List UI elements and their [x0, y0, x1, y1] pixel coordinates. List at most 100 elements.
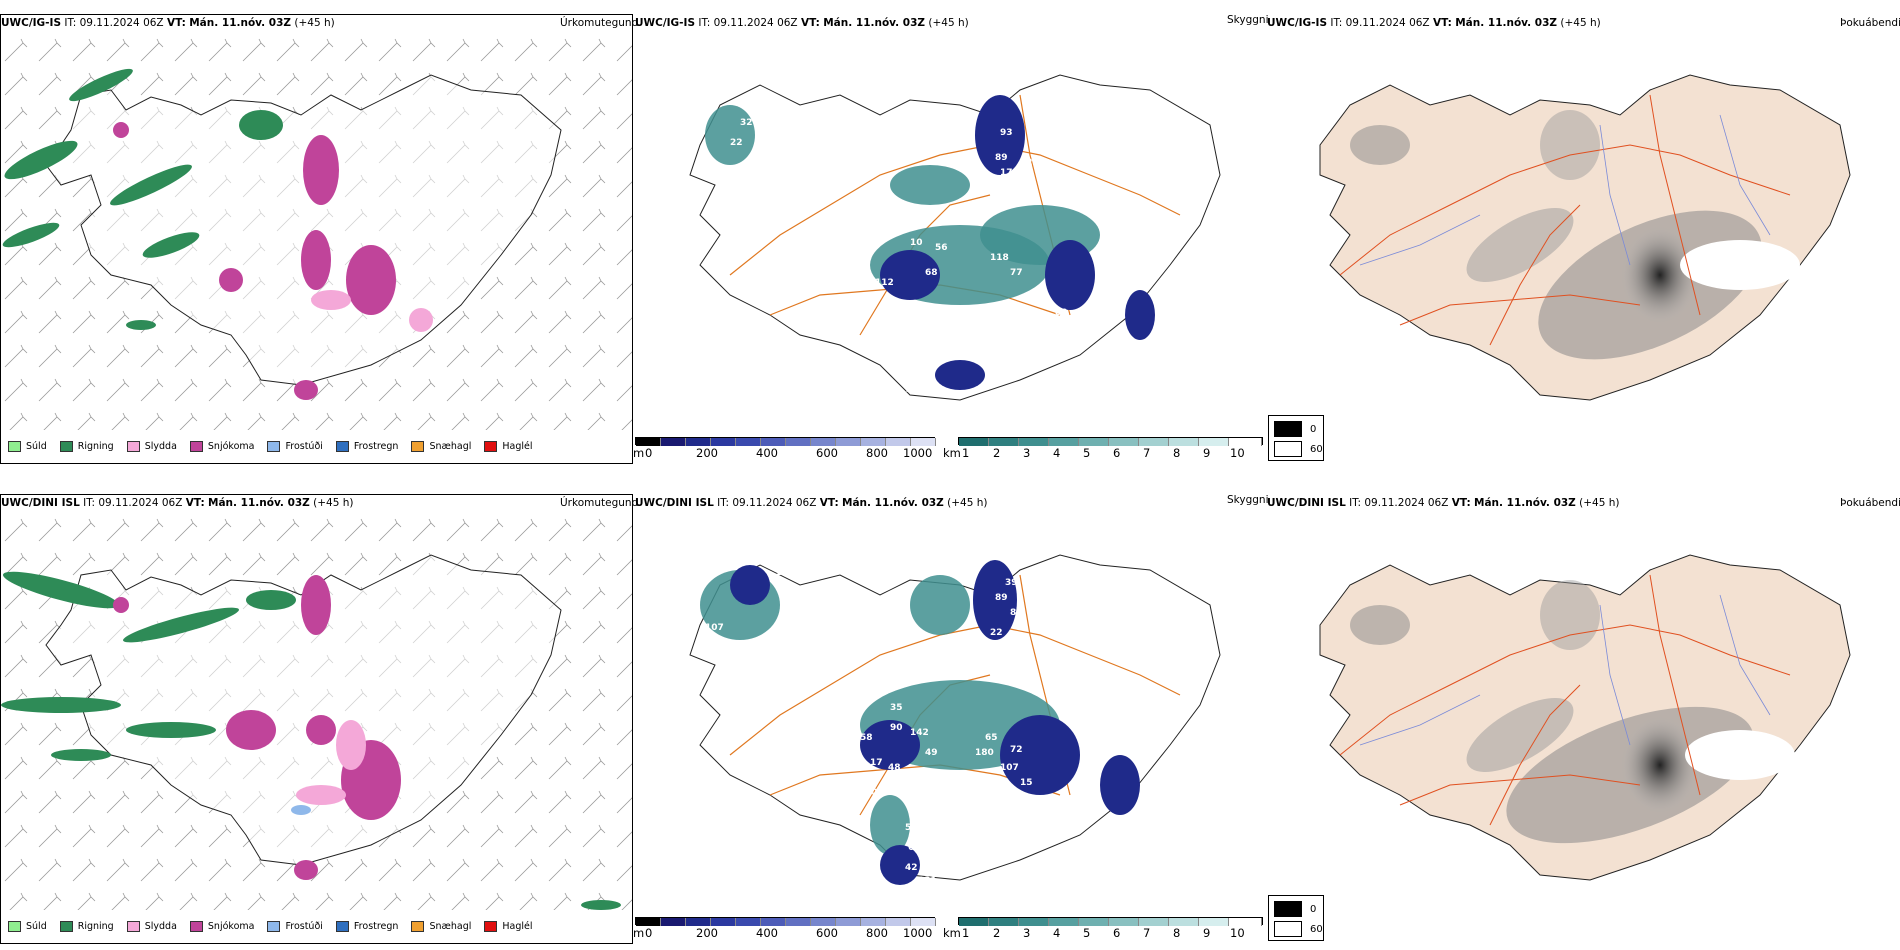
fog-legend-swatch [1274, 421, 1302, 437]
colorbar-cell [1229, 438, 1262, 446]
colorbar-cell [811, 438, 836, 446]
vis-label: 93 [1000, 128, 1013, 138]
colorbar-cell [786, 918, 811, 926]
vis-label: 42 [905, 863, 918, 873]
fog-panel-name: Þokuábendi [1840, 497, 1900, 509]
vis-label: 112 [875, 278, 894, 288]
fog-map [1319, 74, 1851, 401]
vis-label: 22 [730, 138, 743, 148]
colorbar-km-tick: 5 [1083, 926, 1091, 940]
colorbar-km-tick: 9 [1203, 926, 1211, 940]
vis-label: 205 [905, 793, 924, 803]
colorbar-cell [1079, 438, 1109, 446]
vis-label: 72 [1010, 745, 1023, 755]
colorbar-cell [911, 438, 936, 446]
legend-item-snjokoma: Snjókoma [189, 441, 254, 452]
legend-swatch [267, 441, 281, 452]
visibility-panel-name: Skyggni [1227, 14, 1269, 26]
colorbar-km-tick: 2 [993, 446, 1001, 460]
vis-label: 68 [925, 268, 938, 278]
vis-label: 156 [990, 798, 1009, 808]
colorbar-cell [811, 918, 836, 926]
legend-swatch [59, 921, 73, 932]
visibility-panel-title: UWC/IG-IS IT: 09.11.2024 06Z VT: Mán. 11… [635, 17, 969, 29]
legend-item-snaehagl: Snæhagl [411, 441, 471, 452]
colorbar-km-unit: km [943, 926, 961, 940]
colorbar-m-tick: 1000 [903, 926, 933, 940]
colorbar-km-unit: km [943, 446, 961, 460]
fog-legend-row: 60 [1274, 441, 1323, 457]
legend-swatch [484, 921, 498, 932]
colorbar-cell [1049, 438, 1079, 446]
vis-label: 59 [905, 823, 918, 833]
vis-label: 65 [775, 623, 788, 633]
legend-item-frostregn: Frostregn [335, 441, 398, 452]
colorbar-cell [1109, 918, 1139, 926]
colorbar-cell [911, 918, 936, 926]
vis-label: 62 [908, 843, 921, 853]
fog-panel-name: Þokuábendi [1840, 17, 1900, 29]
fog-legend: 0 60 [1268, 895, 1324, 941]
legend-item-sudd: Súld [8, 921, 47, 932]
vis-label: 17 [1000, 168, 1013, 178]
colorbar-m-tick: 800 [866, 926, 888, 940]
precip-map-frame [0, 494, 633, 944]
precip-legend: Súld Rigning Slydda Snjókoma Frostúði Fr… [8, 441, 546, 452]
colorbar-cell [1139, 918, 1169, 926]
precip-map [1, 35, 632, 430]
vis-label: 80 [1055, 308, 1068, 318]
precip-panel-name: Úrkomutegund [560, 17, 639, 29]
precip-panel-name: Úrkomutegund [560, 497, 639, 509]
colorbar-cell [989, 918, 1019, 926]
colorbar-m [635, 437, 936, 446]
colorbar-cell [736, 918, 761, 926]
vis-label: 103 [1005, 198, 1024, 208]
colorbar-cell [736, 438, 761, 446]
colorbar-m-tick: 400 [756, 926, 778, 940]
colorbar-cell [761, 918, 786, 926]
legend-item-snaehagl: Snæhagl [411, 921, 471, 932]
fog-legend-swatch [1274, 921, 1302, 937]
vis-label: 58 [850, 273, 863, 283]
visibility-panel-name: Skyggni [1227, 494, 1269, 506]
legend-swatch [267, 921, 281, 932]
vis-label: 48 [888, 763, 901, 773]
colorbar-cell [1169, 918, 1199, 926]
vis-label: 114 [900, 310, 919, 320]
colorbar-cell [711, 438, 736, 446]
vis-label: 72 [765, 283, 778, 293]
vis-label: 14 [930, 830, 943, 840]
vis-label: 42 [1020, 158, 1033, 168]
colorbar-cell [1199, 918, 1229, 926]
vis-label: 107 [705, 623, 724, 633]
colorbar-m-tick: 0 [645, 446, 653, 460]
colorbar-m-tick: 200 [696, 926, 718, 940]
vis-label: 13 [1005, 643, 1018, 653]
vis-label: 39 [1005, 578, 1018, 588]
vis-label: 90 [890, 723, 903, 733]
vis-label: 44 [906, 386, 919, 396]
fog-legend-row: 0 [1274, 421, 1316, 437]
colorbar-km-tick: 7 [1143, 926, 1151, 940]
legend-swatch [189, 921, 203, 932]
precip-map [1, 515, 632, 910]
colorbar-cell [636, 918, 661, 926]
colorbar-km-tick: 9 [1203, 446, 1211, 460]
colorbar-m-tick: 1000 [903, 446, 933, 460]
colorbar-km-tick: 1 [962, 446, 970, 460]
fog-map [1319, 554, 1851, 881]
vis-label: 142 [910, 728, 929, 738]
fog-panel-title: UWC/IG-IS IT: 09.11.2024 06Z VT: Mán. 11… [1267, 17, 1601, 29]
colorbar-cell [711, 918, 736, 926]
vis-label: 89 [995, 593, 1008, 603]
colorbar-cell [886, 918, 911, 926]
vis-label: 35 [890, 703, 903, 713]
vis-label: 93 [840, 748, 853, 758]
colorbar-cell [861, 438, 886, 446]
colorbar-cell [989, 438, 1019, 446]
colorbar-km-tick: 2 [993, 926, 1001, 940]
vis-label: 84 [1010, 608, 1023, 618]
vis-label: 10 [910, 238, 923, 248]
colorbar-m-tick: 600 [816, 446, 838, 460]
vis-label: 118 [990, 253, 1009, 263]
